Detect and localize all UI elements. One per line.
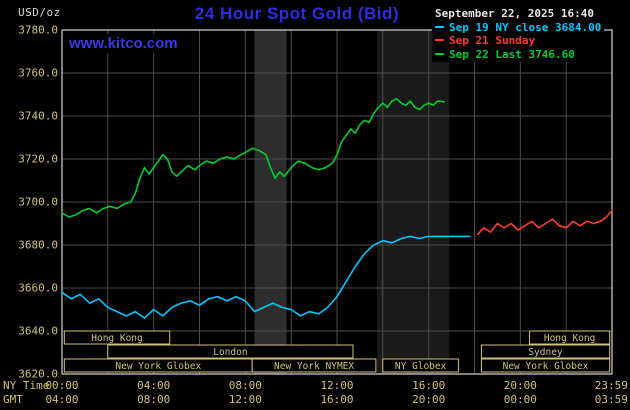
market-session-label: Hong Kong [544, 333, 595, 344]
legend-label: Sep 19 NY close 3684.00 [449, 20, 602, 34]
gmt-axis-caption: GMT [3, 393, 23, 406]
x-axis-ny-tick-label: 12:00 [320, 379, 353, 392]
x-axis-gmt-tick-label: 00:00 [504, 393, 537, 406]
x-axis-gmt-tick-label: 12:00 [229, 393, 262, 406]
y-axis-tick-label: 3640.0 [18, 325, 58, 338]
series-dash-icon [435, 39, 444, 41]
series-dash-icon [435, 52, 444, 55]
market-session-label: London [213, 347, 247, 358]
market-session-box [251, 358, 377, 373]
x-axis-ny-tick-label: 16:00 [412, 379, 445, 392]
x-axis-gmt-tick-label: 20:00 [412, 393, 445, 406]
x-axis-ny-tick-label: 00:00 [45, 379, 78, 392]
series-dash-icon [435, 25, 444, 28]
legend-item-sep22-last: Sep 22 Last 3746.60 [435, 48, 601, 62]
price-series-line [61, 98, 445, 218]
market-session-label: Sydney [528, 347, 563, 358]
x-axis-gmt-tick-label: 03:59 [595, 393, 628, 406]
x-axis-gmt-tick-label: 08:00 [137, 393, 170, 406]
market-session-box [480, 344, 611, 359]
x-axis-gmt-tick-label: 04:00 [45, 393, 78, 406]
market-session-box [382, 358, 459, 373]
market-session-label: New York Globex [503, 361, 589, 372]
market-session-box [107, 344, 354, 359]
legend-item-sep21-sunday: Sep 21 Sunday [435, 34, 601, 48]
x-axis-gmt-tick-label: 16:00 [320, 393, 353, 406]
plot-frame [61, 29, 613, 375]
y-axis-tick-label: 3760.0 [18, 67, 58, 80]
market-session-box [529, 330, 611, 345]
market-session-label: New York NYMEX [274, 361, 354, 372]
ny-time-axis-caption: NY Time [3, 379, 49, 392]
legend-item-sep19-close: Sep 19 NY close 3684.00 [435, 21, 601, 35]
x-axis-ny-tick-label: 20:00 [504, 379, 537, 392]
y-axis-tick-label: 3780.0 [18, 24, 58, 37]
price-series-line [477, 209, 613, 236]
y-axis-tick-label: 3740.0 [18, 110, 58, 123]
market-session-box [63, 330, 171, 345]
y-axis-unit-label: USD/oz [18, 6, 61, 19]
market-session-box [480, 358, 611, 373]
page-title: 24 Hour Spot Gold (Bid) [194, 4, 400, 23]
price-series-line [61, 235, 471, 319]
legend-label: Sep 22 Last 3746.60 [449, 47, 575, 61]
market-session-label: NY Globex [395, 361, 447, 372]
kitco-watermark: www.kitco.com [64, 34, 183, 53]
market-session-label: Hong Kong [91, 333, 142, 344]
legend-label: Sep 21 Sunday [449, 34, 536, 47]
market-session-label: New York Globex [115, 361, 201, 372]
legend: September 22, 2025 16:40 Sep 19 NY close… [432, 6, 605, 62]
y-axis-tick-label: 3620.0 [18, 368, 58, 381]
x-axis-ny-tick-label: 04:00 [137, 379, 170, 392]
x-axis-ny-tick-label: 08:00 [229, 379, 262, 392]
y-axis-tick-label: 3700.0 [18, 196, 58, 209]
chart-datetime: September 22, 2025 16:40 [435, 7, 594, 20]
y-axis-tick-label: 3660.0 [18, 282, 58, 295]
y-axis-tick-label: 3680.0 [18, 239, 58, 252]
y-axis-tick-label: 3720.0 [18, 153, 58, 166]
x-axis-ny-tick-label: 23:59 [595, 379, 628, 392]
